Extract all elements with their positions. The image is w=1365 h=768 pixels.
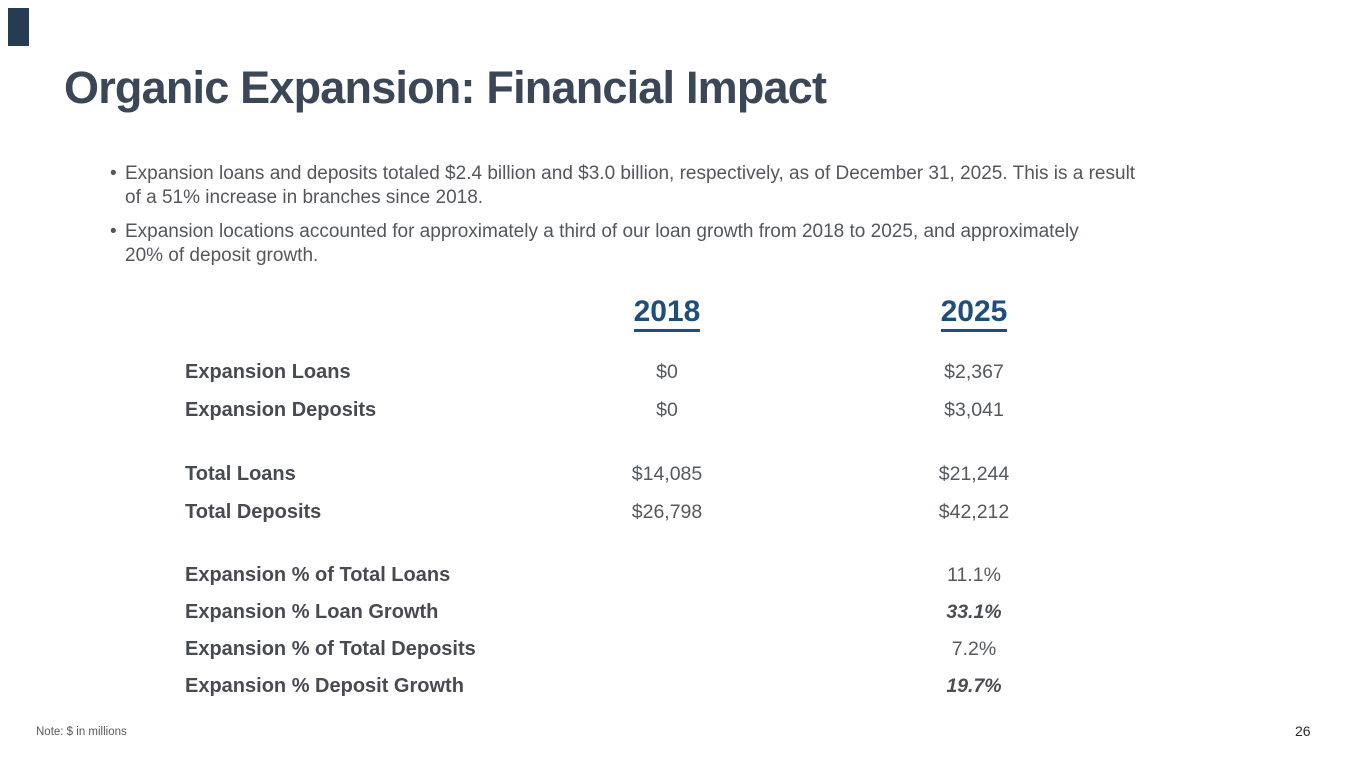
cell-2025: 19.7% <box>946 675 1002 697</box>
cell-2018: $0 <box>656 398 678 421</box>
row-label: Expansion Loans <box>185 360 351 383</box>
table-row: Expansion % of Total Loans 11.1% <box>185 557 1149 594</box>
row-label: Total Loans <box>185 462 296 485</box>
table-row: Total Deposits $26,798 $42,212 <box>185 493 1149 531</box>
bullet-item: • Expansion loans and deposits totaled $… <box>110 162 1180 210</box>
table-header-row: 2018 2025 <box>185 295 1149 337</box>
table-percent-group: Expansion % of Total Loans 11.1% Expansi… <box>185 557 1149 705</box>
bullet-item: • Expansion locations accounted for appr… <box>110 220 1180 268</box>
cell-2025: $21,244 <box>938 462 1010 485</box>
bullet-icon: • <box>110 221 117 242</box>
bullet-list: • Expansion loans and deposits totaled $… <box>110 162 1180 278</box>
cell-2025: 11.1% <box>947 564 1001 586</box>
bullet-text-line: Expansion locations accounted for approx… <box>125 221 1079 242</box>
table-row: Expansion Loans $0 $2,367 <box>185 353 1149 391</box>
cell-2025: $3,041 <box>944 398 1004 421</box>
cell-2025: 7.2% <box>951 638 997 660</box>
bullet-icon: • <box>110 163 117 184</box>
cell-2025: 33.1% <box>946 601 1002 623</box>
table-group-spacer <box>185 429 1149 455</box>
column-header-2025: 2025 <box>940 295 1008 332</box>
row-label: Expansion % Loan Growth <box>185 601 439 623</box>
column-header-2018: 2018 <box>633 295 701 332</box>
financial-table: 2018 2025 Expansion Loans $0 $2,367 Expa… <box>185 295 1149 705</box>
bullet-text-line: Expansion loans and deposits totaled $2.… <box>125 163 1136 184</box>
cell-2018: $14,085 <box>631 462 703 485</box>
table-group-spacer <box>185 531 1149 557</box>
table-row: Expansion % Loan Growth 33.1% <box>185 594 1149 631</box>
bullet-text-line: 20% of deposit growth. <box>125 245 319 266</box>
cell-2018: $0 <box>656 360 678 383</box>
table-group-spacer <box>185 337 1149 353</box>
page-title: Organic Expansion: Financial Impact <box>64 62 827 113</box>
table-row: Expansion % of Total Deposits 7.2% <box>185 631 1149 668</box>
cell-2025: $42,212 <box>938 500 1010 523</box>
row-label: Total Deposits <box>185 500 322 523</box>
row-label: Expansion % Deposit Growth <box>185 675 464 697</box>
cell-2025: $2,367 <box>944 360 1004 383</box>
row-label: Expansion % of Total Deposits <box>185 638 476 660</box>
footnote: Note: $ in millions <box>36 726 127 738</box>
table-row: Expansion % Deposit Growth 19.7% <box>185 668 1149 705</box>
row-label: Expansion Deposits <box>185 398 377 421</box>
row-label: Expansion % of Total Loans <box>185 564 451 586</box>
page-number: 26 <box>1295 723 1311 739</box>
table-row: Expansion Deposits $0 $3,041 <box>185 391 1149 429</box>
slide-accent-bar <box>8 8 29 46</box>
cell-2018: $26,798 <box>631 500 703 523</box>
table-row: Total Loans $14,085 $21,244 <box>185 455 1149 493</box>
bullet-text-line: of a 51% increase in branches since 2018… <box>125 187 484 208</box>
